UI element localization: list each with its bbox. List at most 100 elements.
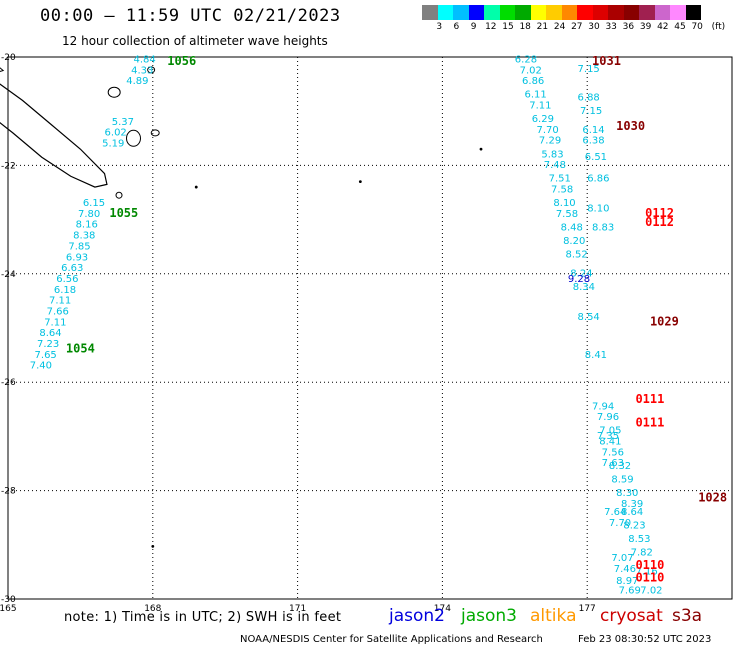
swh-value: 6.38	[582, 136, 604, 147]
swh-value: 7.66	[47, 306, 69, 317]
swh-value: 8.10	[587, 203, 609, 214]
color-scale-labels: 3 6 9 12 15 18 21 24 27 30 33 36 39 42 45 70 (ft)	[422, 22, 732, 34]
legend-label: 30	[588, 22, 600, 32]
swh-value: 6.63	[61, 263, 83, 274]
swh-value: 7.02	[640, 586, 662, 597]
swh-value: 7.96	[597, 412, 619, 423]
legend-swatch	[437, 5, 453, 20]
new-caledonia-coast	[0, 83, 108, 188]
swh-value: 7.46	[614, 564, 636, 575]
swh-value: 7.82	[631, 548, 653, 559]
loyalty-island	[150, 129, 160, 137]
credit-line: NOAA/NESDIS Center for Satellite Applica…	[240, 634, 543, 645]
swh-value: 7.48	[544, 160, 566, 171]
swh-value: 7.35	[597, 431, 619, 442]
swh-value: 9.28	[568, 274, 590, 285]
swh-value: 7.16	[635, 567, 657, 578]
satellite-jason3: jason3	[461, 606, 517, 626]
pass-id: 1028	[698, 490, 727, 504]
swh-value: 8.30	[616, 488, 638, 499]
legend-swatch	[592, 5, 608, 20]
legend-label: 42	[657, 22, 669, 32]
island-minerva	[358, 180, 362, 184]
lat-tick-label: -30	[1, 595, 16, 605]
island-hunter	[479, 147, 483, 151]
legend-swatch	[468, 5, 484, 20]
legend-swatch	[577, 5, 593, 20]
swh-value: 8.10	[553, 198, 575, 209]
lon-tick-label: 165	[0, 604, 17, 614]
swh-value: 6.56	[56, 274, 78, 285]
swh-value: 7.63	[602, 458, 624, 469]
legend-label: 33	[605, 22, 617, 32]
swh-value: 7.07	[611, 553, 633, 564]
satellite-s3a: s3a	[672, 606, 703, 626]
swh-value: 7.15	[578, 64, 600, 75]
loyalty-island	[107, 86, 121, 98]
swh-value: 6.86	[522, 76, 544, 87]
legend-swatch	[515, 5, 531, 20]
swh-value: 7.58	[551, 185, 573, 196]
swh-value: 6.15	[83, 198, 105, 209]
swh-value: 7.02	[520, 65, 542, 76]
swh-value: 6.93	[66, 252, 88, 263]
swh-value: 8.38	[73, 231, 95, 242]
island-walpole	[194, 185, 198, 189]
swh-value: 7.15	[580, 106, 602, 117]
swh-value: 7.29	[539, 136, 561, 147]
pass-id: 1055	[109, 206, 138, 220]
swh-value: 6.51	[585, 152, 607, 163]
swh-value: 8.64	[621, 507, 643, 518]
swh-value: 6.14	[582, 125, 604, 136]
swh-value: 7.05	[599, 426, 621, 437]
satellite-jason2: jason2	[389, 606, 445, 626]
swh-value: 8.48	[561, 222, 583, 233]
pass-id: 1029	[650, 314, 679, 328]
legend-swatch	[561, 5, 577, 20]
legend-label: 15	[502, 22, 514, 32]
swh-value: 8.41	[599, 437, 621, 448]
legend-label: 21	[536, 22, 549, 32]
swh-value: 7.65	[35, 350, 57, 361]
generated-timestamp: Feb 23 08:30:52 UTC 2023	[578, 634, 712, 645]
swh-value: 6.18	[54, 285, 76, 296]
swh-value: 8.16	[76, 220, 98, 231]
legend-label: 9	[470, 22, 477, 32]
island-chesterfield	[147, 66, 156, 74]
legend-label: 39	[639, 22, 652, 32]
swh-value: 7.85	[68, 241, 90, 252]
legend-label: (ft)	[711, 22, 726, 32]
lon-tick-label: 174	[434, 604, 451, 614]
pass-id: 0111	[635, 392, 664, 406]
legend-label: 6	[453, 22, 460, 32]
swh-value: 7.69	[619, 586, 641, 597]
swh-value: 4.89	[126, 76, 148, 87]
swh-value: 5.19	[102, 138, 124, 149]
swh-value: 8.41	[585, 350, 607, 361]
swh-value: 7.23	[37, 339, 59, 350]
swh-value: 7.64	[604, 507, 626, 518]
lat-tick-label: -28	[1, 487, 16, 497]
swh-value: 7.70	[537, 125, 559, 136]
swh-value: 8.39	[621, 499, 643, 510]
swh-value: 7.11	[529, 100, 551, 111]
swh-value: 8.20	[563, 236, 585, 247]
island-norfolk	[151, 545, 155, 548]
legend-label: 24	[553, 22, 566, 32]
swh-value: 8.83	[592, 222, 614, 233]
swh-value: 8.53	[628, 534, 650, 545]
lon-tick-label: 177	[579, 604, 596, 614]
lon-tick-label: 168	[144, 604, 161, 614]
swh-value: 5.37	[112, 117, 134, 128]
swh-value: 8.24	[570, 269, 592, 280]
legend-swatch	[670, 5, 686, 20]
satellite-altika: altika	[530, 606, 577, 626]
swh-value: 8.97	[616, 576, 638, 587]
swh-value: 4.33	[131, 65, 153, 76]
swh-value: 6.28	[515, 54, 537, 65]
footnote: note: 1) Time is in UTC; 2) SWH is in fe…	[64, 610, 342, 625]
legend-label: 12	[485, 22, 497, 32]
lat-tick-label: -20	[1, 53, 16, 63]
swh-value: 4.84	[133, 54, 155, 65]
swh-value: 7.70	[609, 518, 631, 529]
